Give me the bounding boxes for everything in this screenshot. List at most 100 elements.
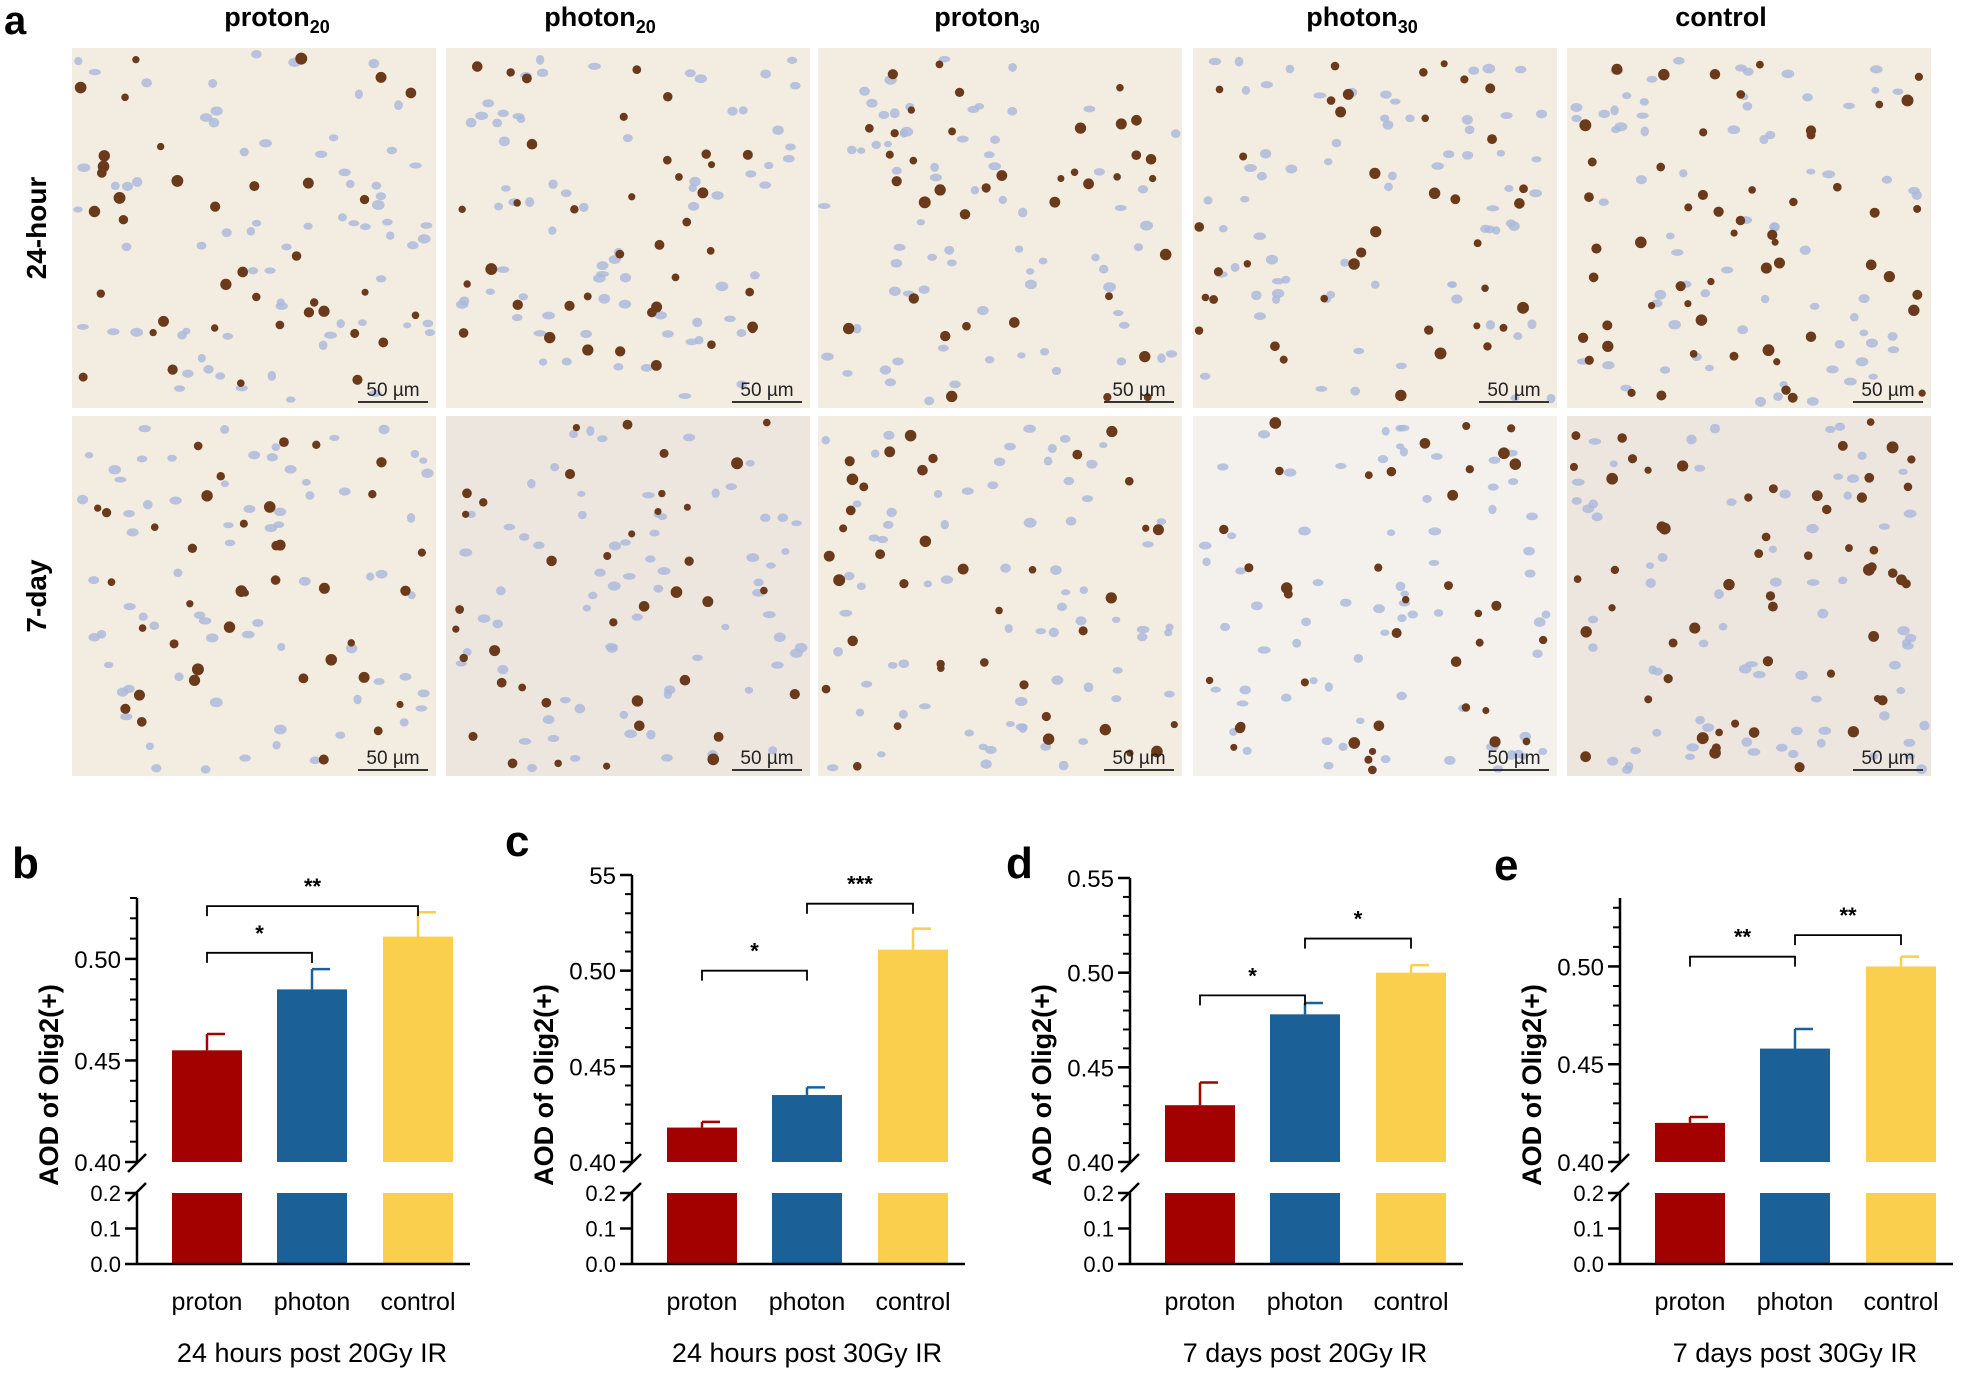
y-tick-label: 0.0: [585, 1252, 616, 1277]
significance-bracket: [1794, 934, 1902, 946]
significance-label: *: [1354, 907, 1363, 932]
y-tick-label: 0.0: [1083, 1252, 1114, 1277]
bar-upper: [878, 949, 948, 1162]
y-tick-label: 0.45: [1067, 1055, 1114, 1082]
panel-label: b: [12, 839, 39, 888]
panel-label-a: a: [4, 0, 27, 43]
column-header: photon20: [544, 2, 656, 37]
x-tick-label: proton: [667, 1288, 738, 1316]
x-tick-label: control: [1863, 1288, 1938, 1316]
x-tick-label: photon: [1757, 1288, 1833, 1316]
y-tick-label: 0.45: [1557, 1052, 1604, 1079]
scale-bar-label: 50 µm: [740, 380, 793, 401]
significance-bracket: [1199, 994, 1306, 1006]
y-tick-label: 0.40: [1067, 1150, 1114, 1177]
y-tick-label: 0.50: [569, 959, 616, 986]
x-axis-title: 7 days post 30Gy IR: [1673, 1338, 1918, 1368]
x-tick-label: control: [380, 1288, 455, 1316]
chart-d: d AOD of Olig2(+) proton photon control 0.40 0…: [1006, 839, 1463, 1368]
x-tick-label: proton: [1165, 1288, 1236, 1316]
panel-label: e: [1494, 841, 1518, 890]
bar-upper: [277, 989, 347, 1162]
bar-lower: [667, 1193, 737, 1264]
row-label: 24-hour: [21, 177, 52, 280]
y-tick-label: 55: [589, 863, 616, 890]
bar-upper: [383, 936, 453, 1162]
scale-bar-label: 50 µm: [1112, 748, 1165, 769]
column-header: control: [1675, 2, 1767, 32]
y-tick-label: 0.40: [1557, 1150, 1604, 1177]
x-tick-label: control: [1373, 1288, 1448, 1316]
column-header: photon30: [1306, 2, 1418, 37]
scale-bar-label: 50 µm: [1112, 380, 1165, 401]
y-tick-label: 0.1: [90, 1217, 121, 1242]
bar-lower: [172, 1193, 242, 1264]
x-axis-title: 7 days post 20Gy IR: [1183, 1338, 1428, 1368]
x-tick-label: photon: [274, 1288, 350, 1316]
row-label: 7-day: [21, 559, 52, 633]
y-tick-label: 0.40: [569, 1150, 616, 1177]
x-tick-label: control: [875, 1288, 950, 1316]
significance-label: *: [750, 939, 759, 964]
chart-c: c AOD of Olig2(+) proton photon control 0.40 0…: [505, 817, 965, 1368]
bar-lower: [277, 1193, 347, 1264]
significance-label: **: [1734, 925, 1752, 950]
significance-bracket: [206, 905, 419, 917]
significance-bracket: [701, 969, 808, 981]
x-axis-title: 24 hours post 30Gy IR: [672, 1338, 942, 1368]
bar-lower: [1655, 1193, 1725, 1264]
bar-lower: [1270, 1193, 1340, 1264]
x-tick-label: photon: [1267, 1288, 1343, 1316]
column-header: proton20: [224, 2, 330, 37]
bar-upper: [667, 1127, 737, 1162]
significance-bracket: [1304, 937, 1412, 949]
scale-bar-label: 50 µm: [1861, 748, 1914, 769]
y-tick-label: 0.1: [1573, 1217, 1604, 1242]
significance-label: **: [304, 874, 322, 899]
bar-upper: [1165, 1105, 1235, 1162]
scale-bar-label: 50 µm: [1487, 748, 1540, 769]
y-axis-label: AOD of Olig2(+): [529, 984, 559, 1186]
y-tick-label: 0.50: [1557, 954, 1604, 981]
y-tick-label: 0.45: [74, 1048, 121, 1075]
bar-lower: [1165, 1193, 1235, 1264]
bar-upper: [1655, 1122, 1725, 1162]
bar-lower: [1760, 1193, 1830, 1264]
bar-lower: [772, 1193, 842, 1264]
y-tick-label: 0.2: [90, 1181, 121, 1206]
y-axis-label: AOD of Olig2(+): [34, 984, 64, 1186]
x-tick-label: proton: [172, 1288, 243, 1316]
y-axis-label: AOD of Olig2(+): [1027, 984, 1057, 1186]
column-header: proton30: [934, 2, 1040, 37]
bar-lower: [878, 1193, 948, 1264]
y-tick-label: 0.2: [1083, 1181, 1114, 1206]
chart-b: b AOD of Olig2(+) proton photon control 0.40 0…: [12, 839, 470, 1368]
scale-bar-label: 50 µm: [366, 380, 419, 401]
bar-lower: [383, 1193, 453, 1264]
significance-label: *: [255, 921, 264, 946]
bar-lower: [1866, 1193, 1936, 1264]
bar-lower: [1376, 1193, 1446, 1264]
y-tick-label: 0.45: [569, 1054, 616, 1081]
bar-upper: [1376, 972, 1446, 1162]
significance-bracket: [206, 951, 313, 963]
scale-bar-label: 50 µm: [1861, 380, 1914, 401]
significance-label: ***: [847, 872, 873, 897]
y-tick-label: 0.55: [1067, 866, 1114, 893]
y-tick-label: 0.50: [74, 947, 121, 974]
y-tick-label: 0.2: [1573, 1181, 1604, 1206]
y-tick-label: 0.50: [1067, 961, 1114, 988]
bar-upper: [772, 1095, 842, 1162]
y-axis-label: AOD of Olig2(+): [1517, 984, 1547, 1186]
y-tick-label: 0.0: [90, 1252, 121, 1277]
significance-bracket: [1689, 955, 1796, 967]
y-tick-label: 0.0: [1573, 1252, 1604, 1277]
significance-label: *: [1248, 963, 1257, 988]
significance-bracket: [806, 902, 914, 914]
panel-label: d: [1006, 839, 1033, 888]
x-tick-label: proton: [1655, 1288, 1726, 1316]
y-tick-label: 0.2: [585, 1181, 616, 1206]
bar-upper: [172, 1050, 242, 1162]
